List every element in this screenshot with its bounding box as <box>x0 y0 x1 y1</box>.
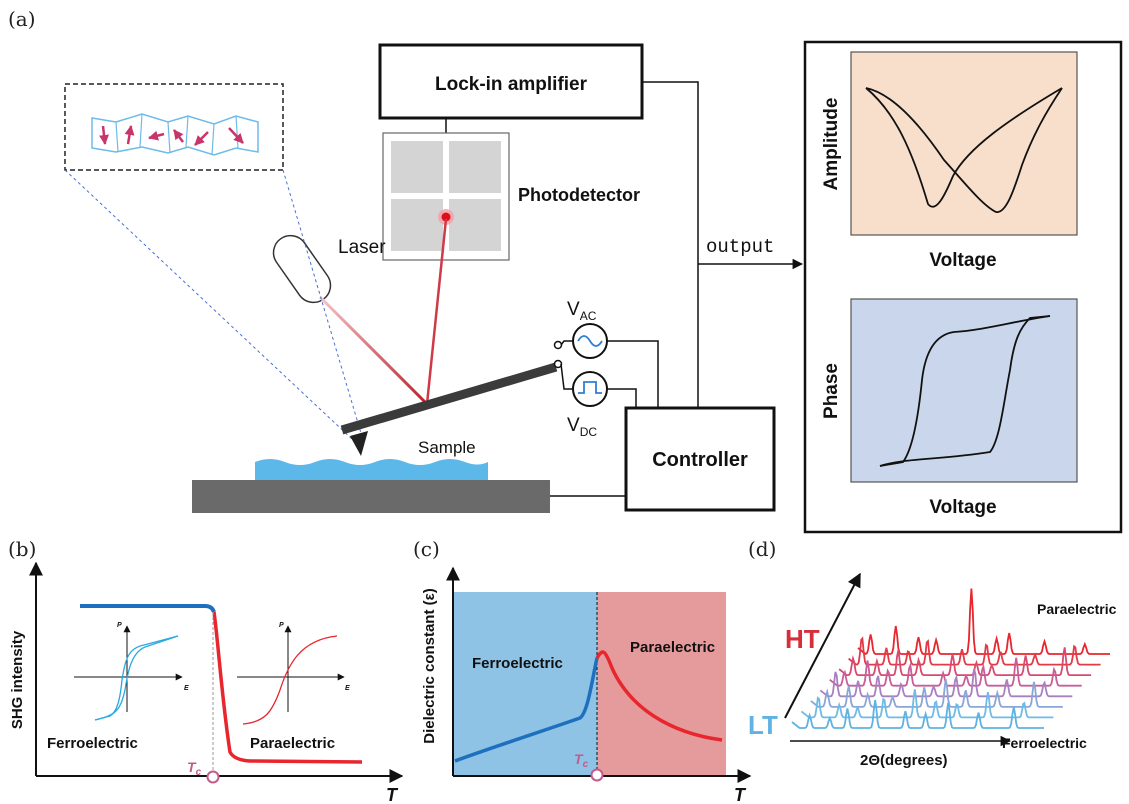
shg-ferro-curve <box>80 604 216 613</box>
phase-plot <box>850 298 1078 483</box>
panel-d: (d) 2Θ(degrees) HT LT Paraelectric Ferro… <box>748 537 1117 769</box>
sample <box>255 459 488 480</box>
d-lt-label: LT <box>748 710 778 740</box>
amplitude-curve-forward <box>865 87 1063 208</box>
controller-label: Controller <box>652 449 748 471</box>
phase-ylabel: Phase <box>821 363 842 419</box>
photodetector-label: Photodetector <box>518 185 640 205</box>
phase-curve-forward <box>879 315 1051 467</box>
xrd-pattern <box>848 636 1101 666</box>
output-label: output <box>706 236 774 258</box>
xrd-pattern <box>857 588 1110 656</box>
xrd-pattern <box>791 699 1044 729</box>
amplitude-ylabel: Amplitude <box>821 98 842 191</box>
xrd-patterns <box>791 588 1110 729</box>
polarization-arrows <box>99 125 244 146</box>
lockin-box <box>378 43 644 120</box>
panel-a: (a) Lock-in amplifier Photodetector outp… <box>8 7 1123 534</box>
b-ferro-e-axis: E <box>184 685 189 692</box>
b-ferro-p-axis: P <box>117 622 122 629</box>
amplitude-xlabel: Voltage <box>929 250 996 271</box>
phase-xlabel: Voltage <box>929 497 996 518</box>
b-tc-sub: c <box>196 767 202 778</box>
vdc-source <box>572 371 608 407</box>
panel-b: (b) SHG intensity T Tc P E Ferroelectric… <box>8 537 404 804</box>
vac-subscript: AC <box>580 309 597 323</box>
b-ferro-loop-up <box>94 635 179 721</box>
photodetector <box>382 132 510 261</box>
c-ferro-label: Ferroelectric <box>472 655 563 672</box>
vdc-subscript: DC <box>580 425 598 439</box>
c-ferro-region <box>453 592 597 776</box>
b-para-curve <box>242 635 338 725</box>
svg-text:Tc: Tc <box>574 751 589 770</box>
b-ferro-loop-down <box>94 635 179 721</box>
vdc-label: V <box>567 415 580 436</box>
vac-source <box>572 323 608 359</box>
sample-label: Sample <box>418 438 476 457</box>
incident-beam <box>318 295 429 406</box>
svg-text:VAC: VAC <box>567 299 597 323</box>
panel-c: (c) Dielectric constant (ε) T Tc Ferroel… <box>413 537 752 804</box>
laser <box>272 234 332 304</box>
svg-text:Tc: Tc <box>187 759 202 778</box>
c-para-label: Paraelectric <box>630 639 715 656</box>
b-para-e-axis: E <box>345 685 350 692</box>
panel-c-label: (c) <box>413 537 440 561</box>
panel-b-label: (b) <box>8 537 36 561</box>
cantilever <box>340 362 558 456</box>
xrd-pattern <box>819 668 1073 698</box>
c-tc-label: T <box>574 751 584 767</box>
domain-inset <box>64 83 284 171</box>
b-tc-label: T <box>187 759 197 775</box>
c-para-region <box>597 592 726 776</box>
panel-d-label: (d) <box>748 537 776 561</box>
vac-label: V <box>567 299 580 320</box>
xrd-pattern <box>838 647 1092 676</box>
controller-box <box>624 406 776 512</box>
panel-a-label: (a) <box>8 7 36 31</box>
c-tc-sub: c <box>583 759 589 770</box>
xrd-pattern <box>829 657 1082 687</box>
svg-text:VDC: VDC <box>567 415 597 439</box>
shg-para-curve <box>212 611 363 764</box>
c-ylabel: Dielectric constant (ε) <box>421 588 438 744</box>
c-tc-marker <box>590 768 604 782</box>
d-ht-label: HT <box>785 624 820 654</box>
d-ferro-label: Ferroelectric <box>1002 735 1087 751</box>
phase-curve-reverse <box>879 315 1051 467</box>
lockin-label: Lock-in amplifier <box>435 74 588 95</box>
d-para-label: Paraelectric <box>1037 601 1117 617</box>
c-para-curve <box>595 650 723 742</box>
b-ylabel: SHG intensity <box>9 630 26 729</box>
b-para-p-axis: P <box>279 622 284 629</box>
b-ferro-label: Ferroelectric <box>47 735 138 752</box>
b-para-label: Paraelectric <box>250 735 335 752</box>
stage <box>192 480 550 513</box>
c-xlabel: T <box>734 785 747 804</box>
b-xlabel: T <box>386 785 399 804</box>
amplitude-curve-reverse <box>865 87 1063 213</box>
amplitude-plot <box>850 51 1078 236</box>
b-tc-marker <box>206 770 220 784</box>
laser-label: Laser <box>338 237 386 258</box>
c-ferro-curve <box>454 657 599 763</box>
d-xlabel: 2Θ(degrees) <box>860 752 948 769</box>
reflected-beam <box>425 218 448 405</box>
